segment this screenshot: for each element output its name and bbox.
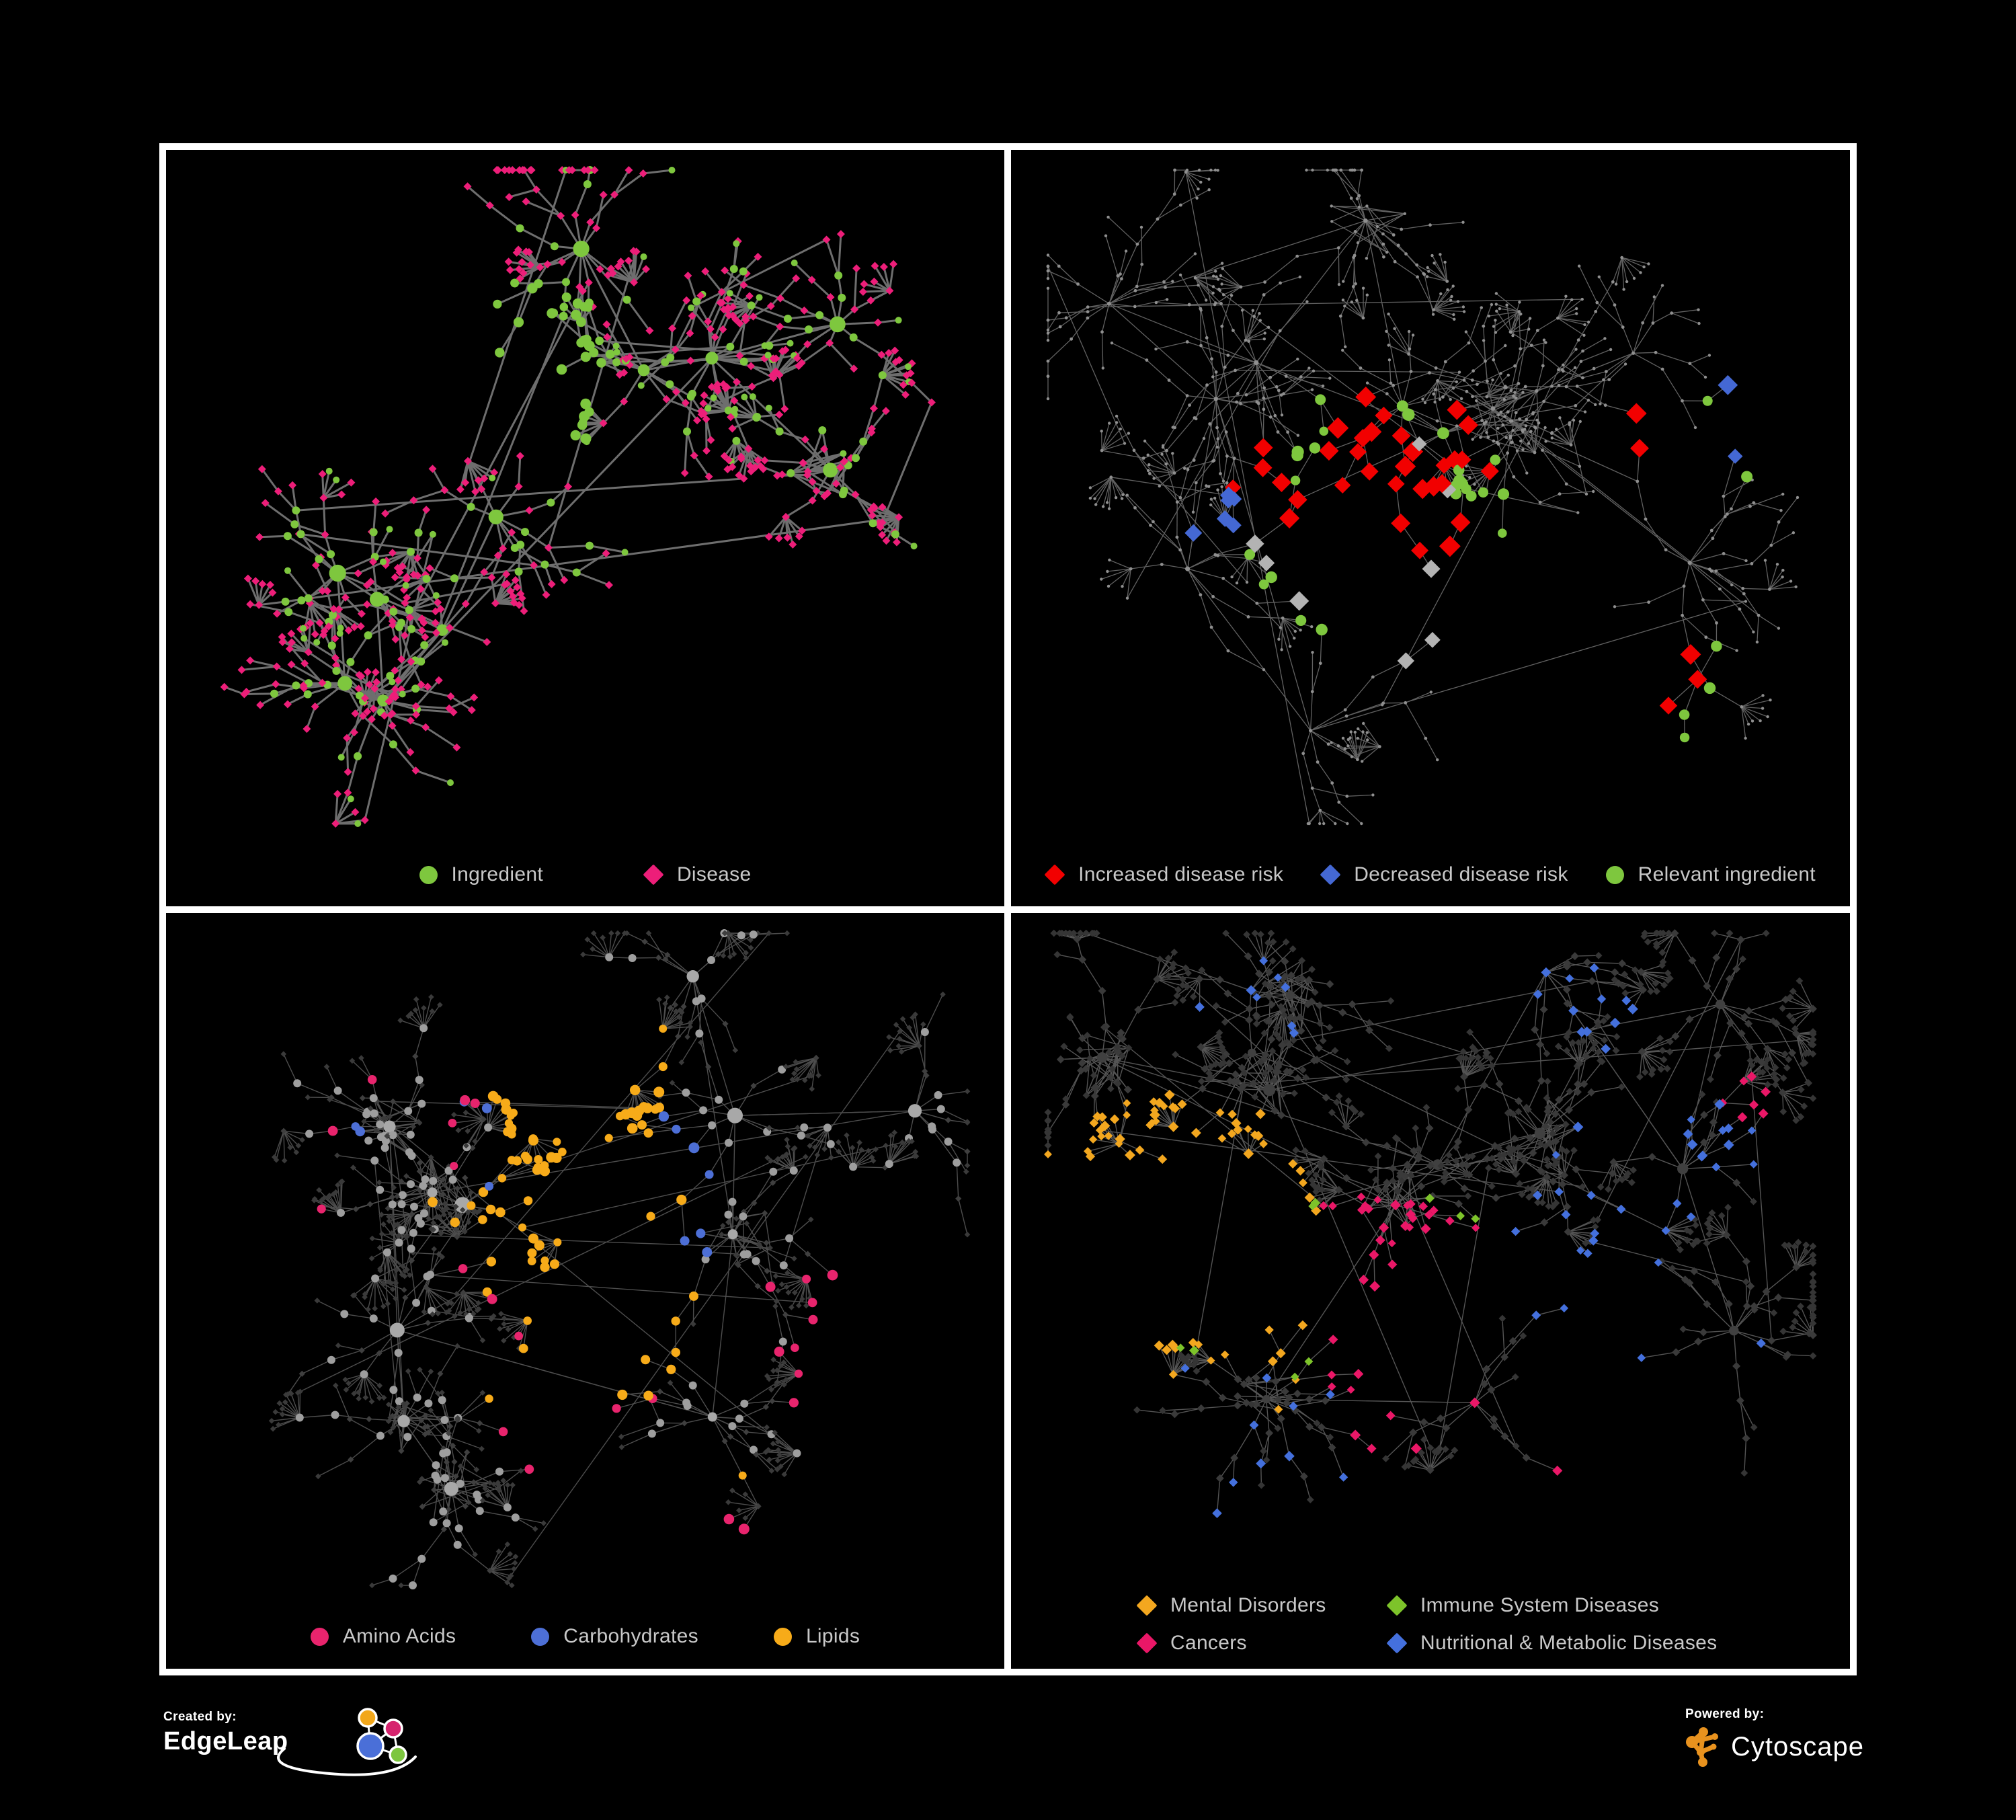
circle-legend-mark [419, 865, 438, 884]
network-nodes [1046, 168, 1800, 826]
circle-legend-mark [1605, 865, 1624, 884]
diamond-legend-mark [1136, 1595, 1158, 1616]
legend-item-immune-system-diseases: Immune System Diseases [1386, 1594, 1717, 1617]
cytoscape-brand: Cytoscape [1731, 1732, 1864, 1762]
legend-label: Mental Disorders [1170, 1594, 1326, 1616]
panel-nutrient-class-network: Amino Acids Carbohydrates Lipids [159, 906, 1011, 1675]
legend-label: Cancers [1170, 1632, 1247, 1654]
created-by-label: Created by: [163, 1710, 237, 1724]
legend-label: Ingredient [451, 863, 543, 885]
legend-item-amino-acids: Amino Acids [310, 1625, 456, 1648]
disease-class-graph [1044, 929, 1817, 1518]
legend-item-decreased-disease-risk: Decreased disease risk [1320, 863, 1568, 886]
circle-legend-mark [310, 1627, 329, 1646]
legend-label: Relevant ingredient [1638, 863, 1816, 885]
network-edges [1047, 933, 1814, 1513]
circle-legend-mark [531, 1627, 550, 1646]
network-nodes [220, 166, 936, 828]
diamond-legend-mark [1044, 864, 1065, 885]
diamond-legend-mark [1136, 1632, 1158, 1654]
legend-item-nutritional-metabolic-diseases: Nutritional & Metabolic Diseases [1386, 1632, 1718, 1655]
diamond-legend-mark [643, 864, 664, 885]
network-edges [272, 933, 968, 1586]
edgeleap-logo-icon [277, 1708, 417, 1776]
legend-label: Immune System Diseases [1420, 1594, 1660, 1616]
edgeleap-brand: EdgeLeap [163, 1727, 288, 1755]
cytoscape-logo-icon [1686, 1727, 1718, 1767]
legend-item-disease: Disease [643, 863, 752, 886]
diamond-legend-mark [1386, 1632, 1408, 1654]
ingredient-disease-graph [220, 166, 936, 828]
legend-label: Amino Acids [342, 1625, 456, 1647]
legend-label: Nutritional & Metabolic Diseases [1420, 1632, 1718, 1654]
powered-by-label: Powered by: [1685, 1707, 1765, 1721]
legend-item-mental-disorders: Mental Disorders [1136, 1594, 1387, 1617]
nutrient-class-legend: Amino Acids Carbohydrates Lipids [166, 1604, 1004, 1669]
legend-item-relevant-ingredient: Relevant ingredient [1605, 863, 1816, 886]
diamond-legend-mark [1386, 1595, 1408, 1616]
panel-ingredient-disease-network: Ingredient Disease [159, 143, 1011, 914]
legend-label: Decreased disease risk [1354, 863, 1568, 885]
ingredient-disease-legend: Ingredient Disease [166, 842, 1004, 907]
legend-item-ingredient: Ingredient [419, 863, 543, 886]
legend-item-increased-disease-risk: Increased disease risk [1044, 863, 1284, 886]
circle-legend-mark [773, 1627, 792, 1646]
legend-label: Increased disease risk [1078, 863, 1284, 885]
diamond-legend-mark [1320, 864, 1341, 885]
legend-item-lipids: Lipids [773, 1625, 860, 1648]
network-edges [1047, 169, 1798, 824]
created-by-block: Created by: EdgeLeap [163, 1708, 513, 1797]
legend-label: Carbohydrates [563, 1625, 698, 1647]
powered-by-block: Powered by: Cytoscape [1685, 1707, 1994, 1788]
legend-label: Disease [676, 863, 752, 885]
legend-item-carbohydrates: Carbohydrates [531, 1625, 698, 1648]
panel-disease-class-network: Mental Disorders Immune System Diseases Ca… [1004, 906, 1857, 1675]
nutrient-class-graph [268, 929, 971, 1589]
disease-risk-graph [1046, 168, 1800, 826]
legend-label: Lipids [805, 1625, 860, 1647]
panel-disease-risk-network: Increased disease risk Decreased disease … [1004, 143, 1857, 914]
disease-class-legend: Mental Disorders Immune System Diseases Ca… [1011, 1580, 1850, 1669]
network-nodes [268, 929, 971, 1589]
disease-risk-legend: Increased disease risk Decreased disease … [1011, 842, 1850, 907]
legend-item-cancers: Cancers [1136, 1632, 1387, 1655]
